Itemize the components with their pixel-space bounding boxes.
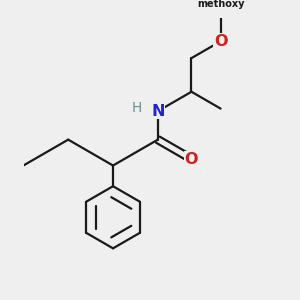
Text: O: O [214, 34, 227, 49]
Text: methoxy: methoxy [197, 0, 244, 9]
Text: H: H [132, 101, 142, 115]
Text: O: O [185, 152, 198, 166]
Text: N: N [151, 104, 165, 119]
